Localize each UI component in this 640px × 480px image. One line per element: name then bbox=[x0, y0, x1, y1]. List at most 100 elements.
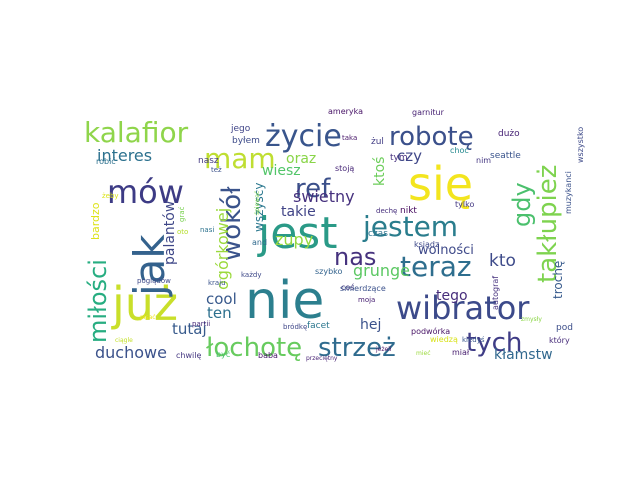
word-cos: coś bbox=[341, 282, 354, 292]
word-nikt: nikt bbox=[400, 206, 417, 216]
word-kraju: kraju bbox=[208, 279, 226, 287]
word-kazdy: każdy bbox=[241, 271, 261, 279]
word-wszyscy: wszyscy bbox=[252, 183, 266, 232]
word-nas: nas bbox=[334, 243, 376, 271]
word-bardzo: bardzo bbox=[89, 202, 102, 240]
word-jestem: jestem bbox=[362, 210, 458, 243]
word-robote: robotę bbox=[389, 122, 474, 152]
word-swietny: świetny bbox=[293, 187, 355, 206]
word-zycie: życie bbox=[265, 119, 342, 154]
word-robic: robić bbox=[96, 156, 116, 166]
word-mow: mów bbox=[107, 173, 184, 211]
word-brodke: bródkę bbox=[283, 323, 307, 331]
word-smierdzace: smierdzące bbox=[340, 284, 386, 293]
word-nim: nim bbox=[476, 156, 491, 165]
word-tego: tego bbox=[436, 288, 468, 304]
word-mial: miał bbox=[452, 348, 470, 357]
word-miec: mieć bbox=[416, 350, 431, 357]
word-ktory: który bbox=[549, 335, 570, 345]
word-ogorkowej: ogórkowej bbox=[213, 208, 232, 290]
word-and: and bbox=[252, 238, 267, 247]
word-takie: takie bbox=[281, 204, 316, 220]
word-troche: trochę bbox=[551, 261, 565, 299]
word-milosci: miłości bbox=[84, 259, 112, 343]
word-ameryka: ameryka bbox=[328, 107, 363, 116]
word-bylem: byłem bbox=[232, 136, 260, 146]
word-tych: tych bbox=[466, 328, 522, 358]
word-nasz: nasz bbox=[198, 156, 219, 166]
word-tym: tym bbox=[390, 153, 408, 163]
word-pogladow: poglądów bbox=[137, 277, 171, 285]
word-grac: grać bbox=[178, 206, 186, 222]
word-jezeli: jeżeli bbox=[375, 346, 392, 353]
word-pod: pod bbox=[556, 323, 573, 333]
word-zmysly: zmysły bbox=[521, 316, 542, 323]
word-facet: facet bbox=[307, 321, 330, 331]
word-pisac: pisać bbox=[140, 314, 156, 321]
word-klamstw: kłamstw bbox=[494, 347, 553, 363]
word-seattle: seattle bbox=[490, 151, 521, 161]
word-ref: ref bbox=[295, 174, 331, 204]
word-wiesz: wiesz bbox=[262, 163, 301, 179]
word-wszystko: wszystko bbox=[576, 127, 585, 163]
word-palantow: palantów bbox=[162, 201, 178, 265]
word-muzykanci: muzykanci bbox=[564, 171, 573, 214]
word-taklupiez: takłupież bbox=[533, 165, 563, 283]
word-sie: się bbox=[408, 157, 473, 211]
word-kto: kto bbox=[489, 251, 516, 271]
word-wiedza: wiedzą bbox=[430, 335, 458, 344]
word-chwile: chwilę bbox=[176, 351, 201, 360]
word-partii: partii bbox=[192, 320, 210, 328]
word-choc: choc bbox=[450, 146, 469, 155]
word-wolnosci: wolności bbox=[418, 243, 474, 258]
word-grunge: grunge bbox=[353, 261, 410, 280]
word-mam: mam bbox=[204, 142, 276, 175]
word-zeby: żeby bbox=[102, 192, 119, 200]
word-zul: żul bbox=[371, 137, 384, 147]
word-gdy: gdy bbox=[508, 182, 536, 227]
word-tylko: tylko bbox=[455, 200, 474, 209]
word-czy: czy bbox=[397, 147, 422, 165]
word-oraz: oraz bbox=[286, 151, 316, 167]
word-interes: interes bbox=[97, 146, 152, 165]
word-ktos: ktoś bbox=[372, 157, 388, 186]
word-jak: jak bbox=[125, 234, 174, 297]
word-garnitur: garnitur bbox=[412, 108, 445, 117]
word-podworka: podwórka bbox=[411, 326, 450, 336]
word-lochote: łochotę bbox=[206, 333, 302, 363]
word-ksiadz: ksiądz bbox=[414, 240, 439, 249]
word-duchowe: duchowe bbox=[95, 343, 167, 362]
word-nie: nie bbox=[245, 271, 324, 331]
word-cool: cool bbox=[206, 290, 237, 308]
word-zupy: zupy bbox=[275, 230, 313, 249]
word-hej: hej bbox=[360, 317, 381, 333]
word-moja: moja bbox=[358, 296, 375, 304]
word-ten: ten bbox=[207, 304, 232, 322]
word-cloud-background bbox=[83, 112, 583, 366]
word-kalafior: kalafior bbox=[84, 116, 189, 149]
word-wokol: wokół bbox=[217, 186, 247, 261]
word-nasi: nasi bbox=[200, 226, 214, 234]
word-tutaj: tutaj bbox=[172, 320, 207, 338]
word-strzez: strzeż bbox=[318, 333, 396, 363]
word-taka: taka bbox=[342, 134, 357, 142]
word-byc: być bbox=[216, 349, 230, 359]
word-szybko: szybko bbox=[315, 267, 343, 276]
word-tez: też bbox=[211, 166, 222, 174]
word-ciagle: ciągle bbox=[115, 337, 133, 344]
word-wibrator: wibrator bbox=[396, 289, 530, 327]
word-jest: jest bbox=[257, 208, 337, 259]
word-stoja: stoją bbox=[335, 164, 354, 173]
word-teraz: teraz bbox=[400, 250, 472, 283]
word-duzo: dużo bbox=[498, 129, 520, 139]
word-kiedys: kiedyś bbox=[462, 336, 485, 344]
word-przecietny: przeciętny bbox=[306, 355, 338, 362]
word-juz: już bbox=[111, 277, 178, 331]
word-deche: dechę bbox=[376, 207, 397, 215]
word-autograf: autograf bbox=[491, 276, 500, 310]
word-oto: oto bbox=[177, 228, 188, 236]
word-czas: czas bbox=[368, 229, 388, 239]
word-spiewac: śpiewać bbox=[254, 191, 261, 215]
word-jego: jego bbox=[230, 124, 251, 134]
